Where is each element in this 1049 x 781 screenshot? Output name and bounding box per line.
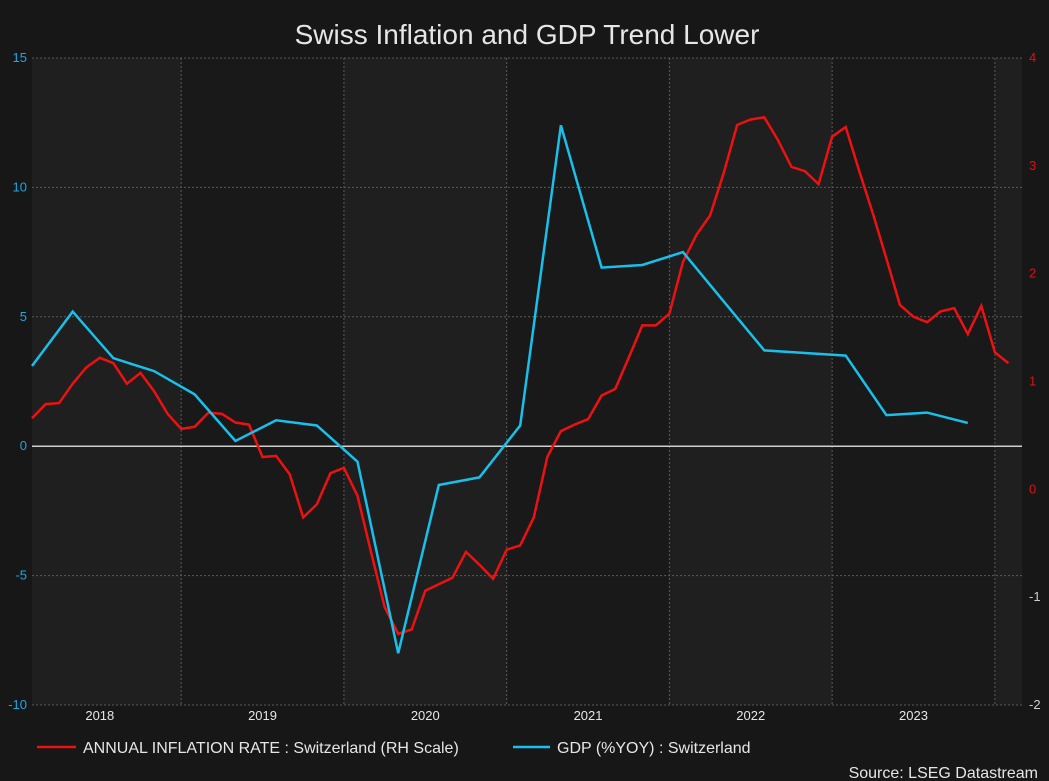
year-band — [32, 58, 182, 705]
year-bands — [32, 58, 1022, 705]
right-tick-label: -1 — [1029, 589, 1041, 604]
left-axis: 15 10 5 0 -5 -10 — [8, 50, 27, 712]
x-tick-label: 2022 — [736, 708, 765, 723]
year-band — [181, 58, 344, 705]
left-tick-label: -5 — [15, 568, 27, 583]
right-tick-label: 3 — [1029, 158, 1036, 173]
source-note: Source: LSEG Datastream — [849, 765, 1038, 781]
left-tick-label: 0 — [20, 438, 27, 453]
x-tick-label: 2023 — [899, 708, 928, 723]
legend: ANNUAL INFLATION RATE : Switzerland (RH … — [37, 740, 751, 757]
left-tick-label: -10 — [8, 697, 27, 712]
legend-label-gdp: GDP (%YOY) : Switzerland — [557, 740, 751, 757]
year-band — [832, 58, 995, 705]
left-tick-label: 5 — [20, 309, 27, 324]
gridlines — [32, 57, 1022, 706]
x-tick-label: 2019 — [248, 708, 277, 723]
series-layer — [30, 115, 1010, 654]
left-tick-label: 10 — [13, 179, 27, 194]
right-tick-label: 0 — [1029, 481, 1036, 496]
right-tick-label: 2 — [1029, 266, 1036, 281]
year-band — [506, 58, 670, 705]
year-band — [669, 58, 833, 705]
chart-title: Swiss Inflation and GDP Trend Lower — [295, 19, 760, 50]
right-tick-label: 4 — [1029, 50, 1036, 65]
series-line-gdp — [30, 124, 969, 654]
legend-label-inflation: ANNUAL INFLATION RATE : Switzerland (RH … — [83, 740, 459, 757]
year-band — [343, 58, 507, 705]
x-tick-label: 2020 — [411, 708, 440, 723]
right-tick-label: 1 — [1029, 374, 1036, 389]
x-axis: 2018 2019 2020 2021 2022 2023 — [85, 708, 928, 723]
legend-item-inflation[interactable]: ANNUAL INFLATION RATE : Switzerland (RH … — [37, 740, 459, 757]
right-tick-label: -2 — [1029, 697, 1041, 712]
legend-item-gdp[interactable]: GDP (%YOY) : Switzerland — [513, 740, 751, 757]
x-tick-label: 2018 — [85, 708, 114, 723]
year-band — [994, 58, 1022, 705]
left-tick-label: 15 — [13, 50, 27, 65]
right-axis: 4 3 2 1 0 -1 -2 — [1029, 50, 1041, 712]
x-tick-label: 2021 — [574, 708, 603, 723]
